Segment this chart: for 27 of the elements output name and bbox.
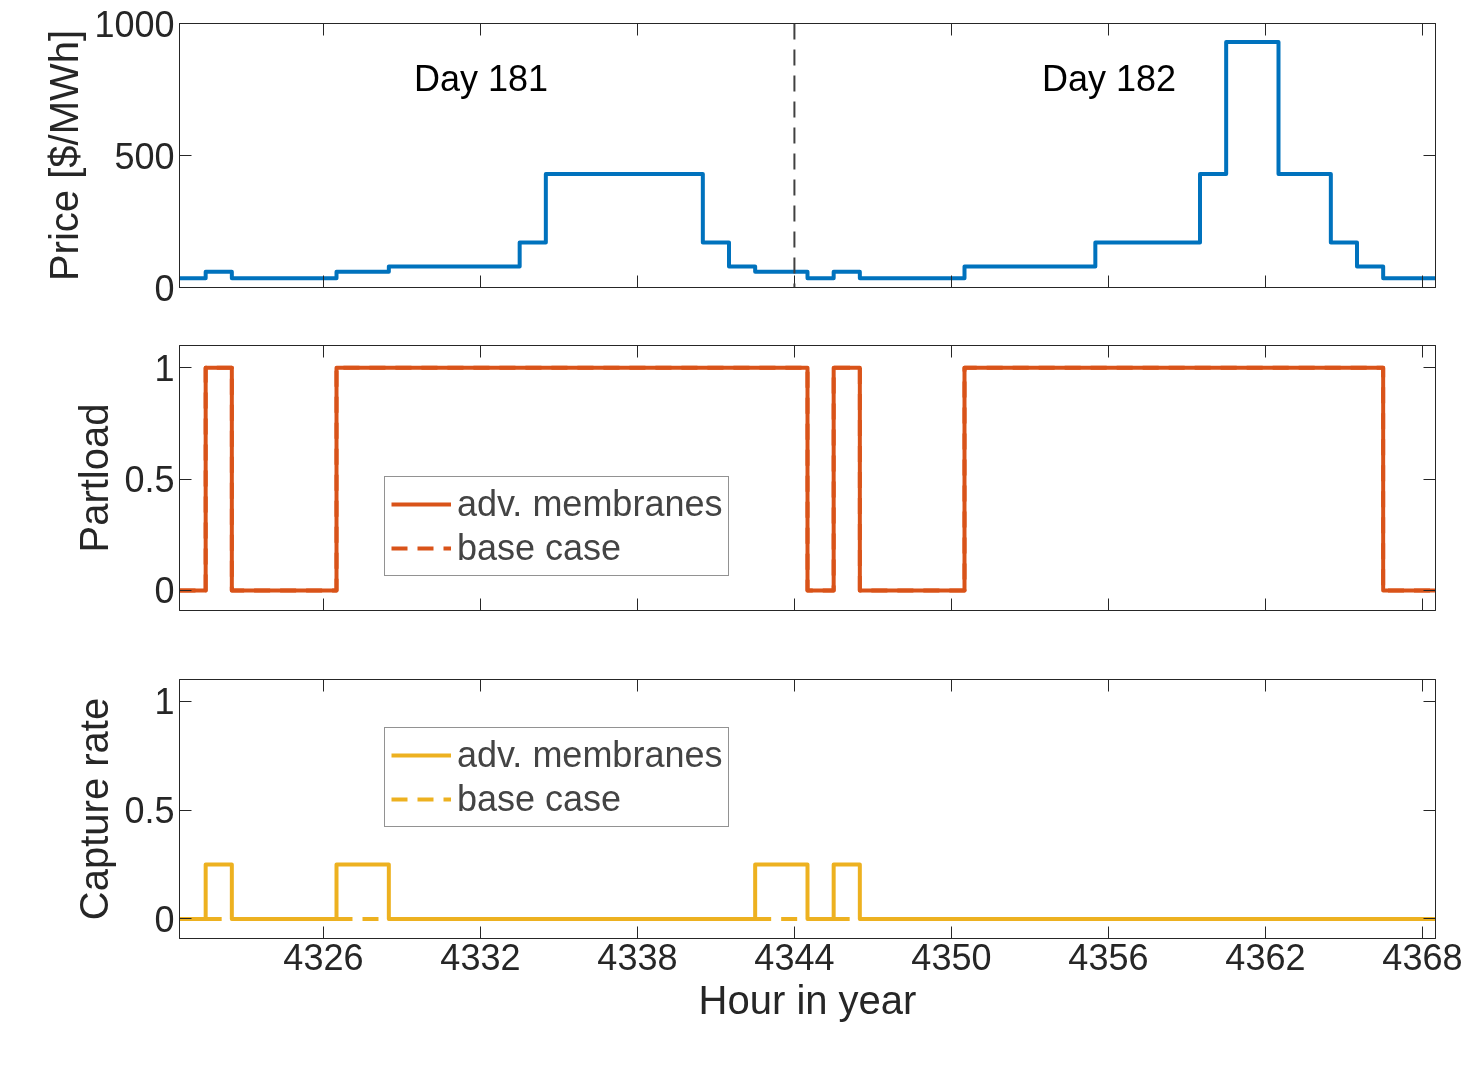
x-tick-label: 4326 — [283, 936, 364, 978]
x-tick-label: 4350 — [911, 936, 992, 978]
y-tick-label: 1 — [154, 681, 175, 723]
x-tick-label: 4368 — [1382, 936, 1463, 978]
y-tick-label: 0 — [154, 267, 175, 309]
x-tick-label: 4332 — [440, 936, 521, 978]
x-tick-label: 4338 — [597, 936, 678, 978]
legend-label: adv. membranes — [457, 734, 723, 776]
legend-label: base case — [457, 527, 622, 569]
y-tick-label: 1000 — [94, 3, 175, 45]
annotation: Day 181 — [413, 58, 548, 99]
legend-label: base case — [457, 778, 622, 820]
y-axis-title: Partload — [72, 403, 117, 553]
annotation: Day 182 — [1041, 58, 1176, 99]
y-tick-label: 1 — [154, 347, 175, 389]
y-tick-label: 0 — [154, 898, 175, 940]
y-axis-title: Capture rate — [72, 697, 117, 921]
x-axis-title: Hour in year — [698, 977, 917, 1022]
y-tick-label: 0.5 — [124, 459, 175, 501]
legend-label: adv. membranes — [457, 483, 723, 525]
x-tick-label: 4362 — [1225, 936, 1306, 978]
y-tick-label: 0.5 — [124, 790, 175, 832]
x-tick-label: 4356 — [1068, 936, 1149, 978]
x-tick-label: 4344 — [754, 936, 835, 978]
y-tick-label: 0 — [154, 570, 175, 612]
y-axis-title: Price [$/MWh] — [42, 29, 87, 282]
y-tick-label: 500 — [114, 135, 175, 177]
